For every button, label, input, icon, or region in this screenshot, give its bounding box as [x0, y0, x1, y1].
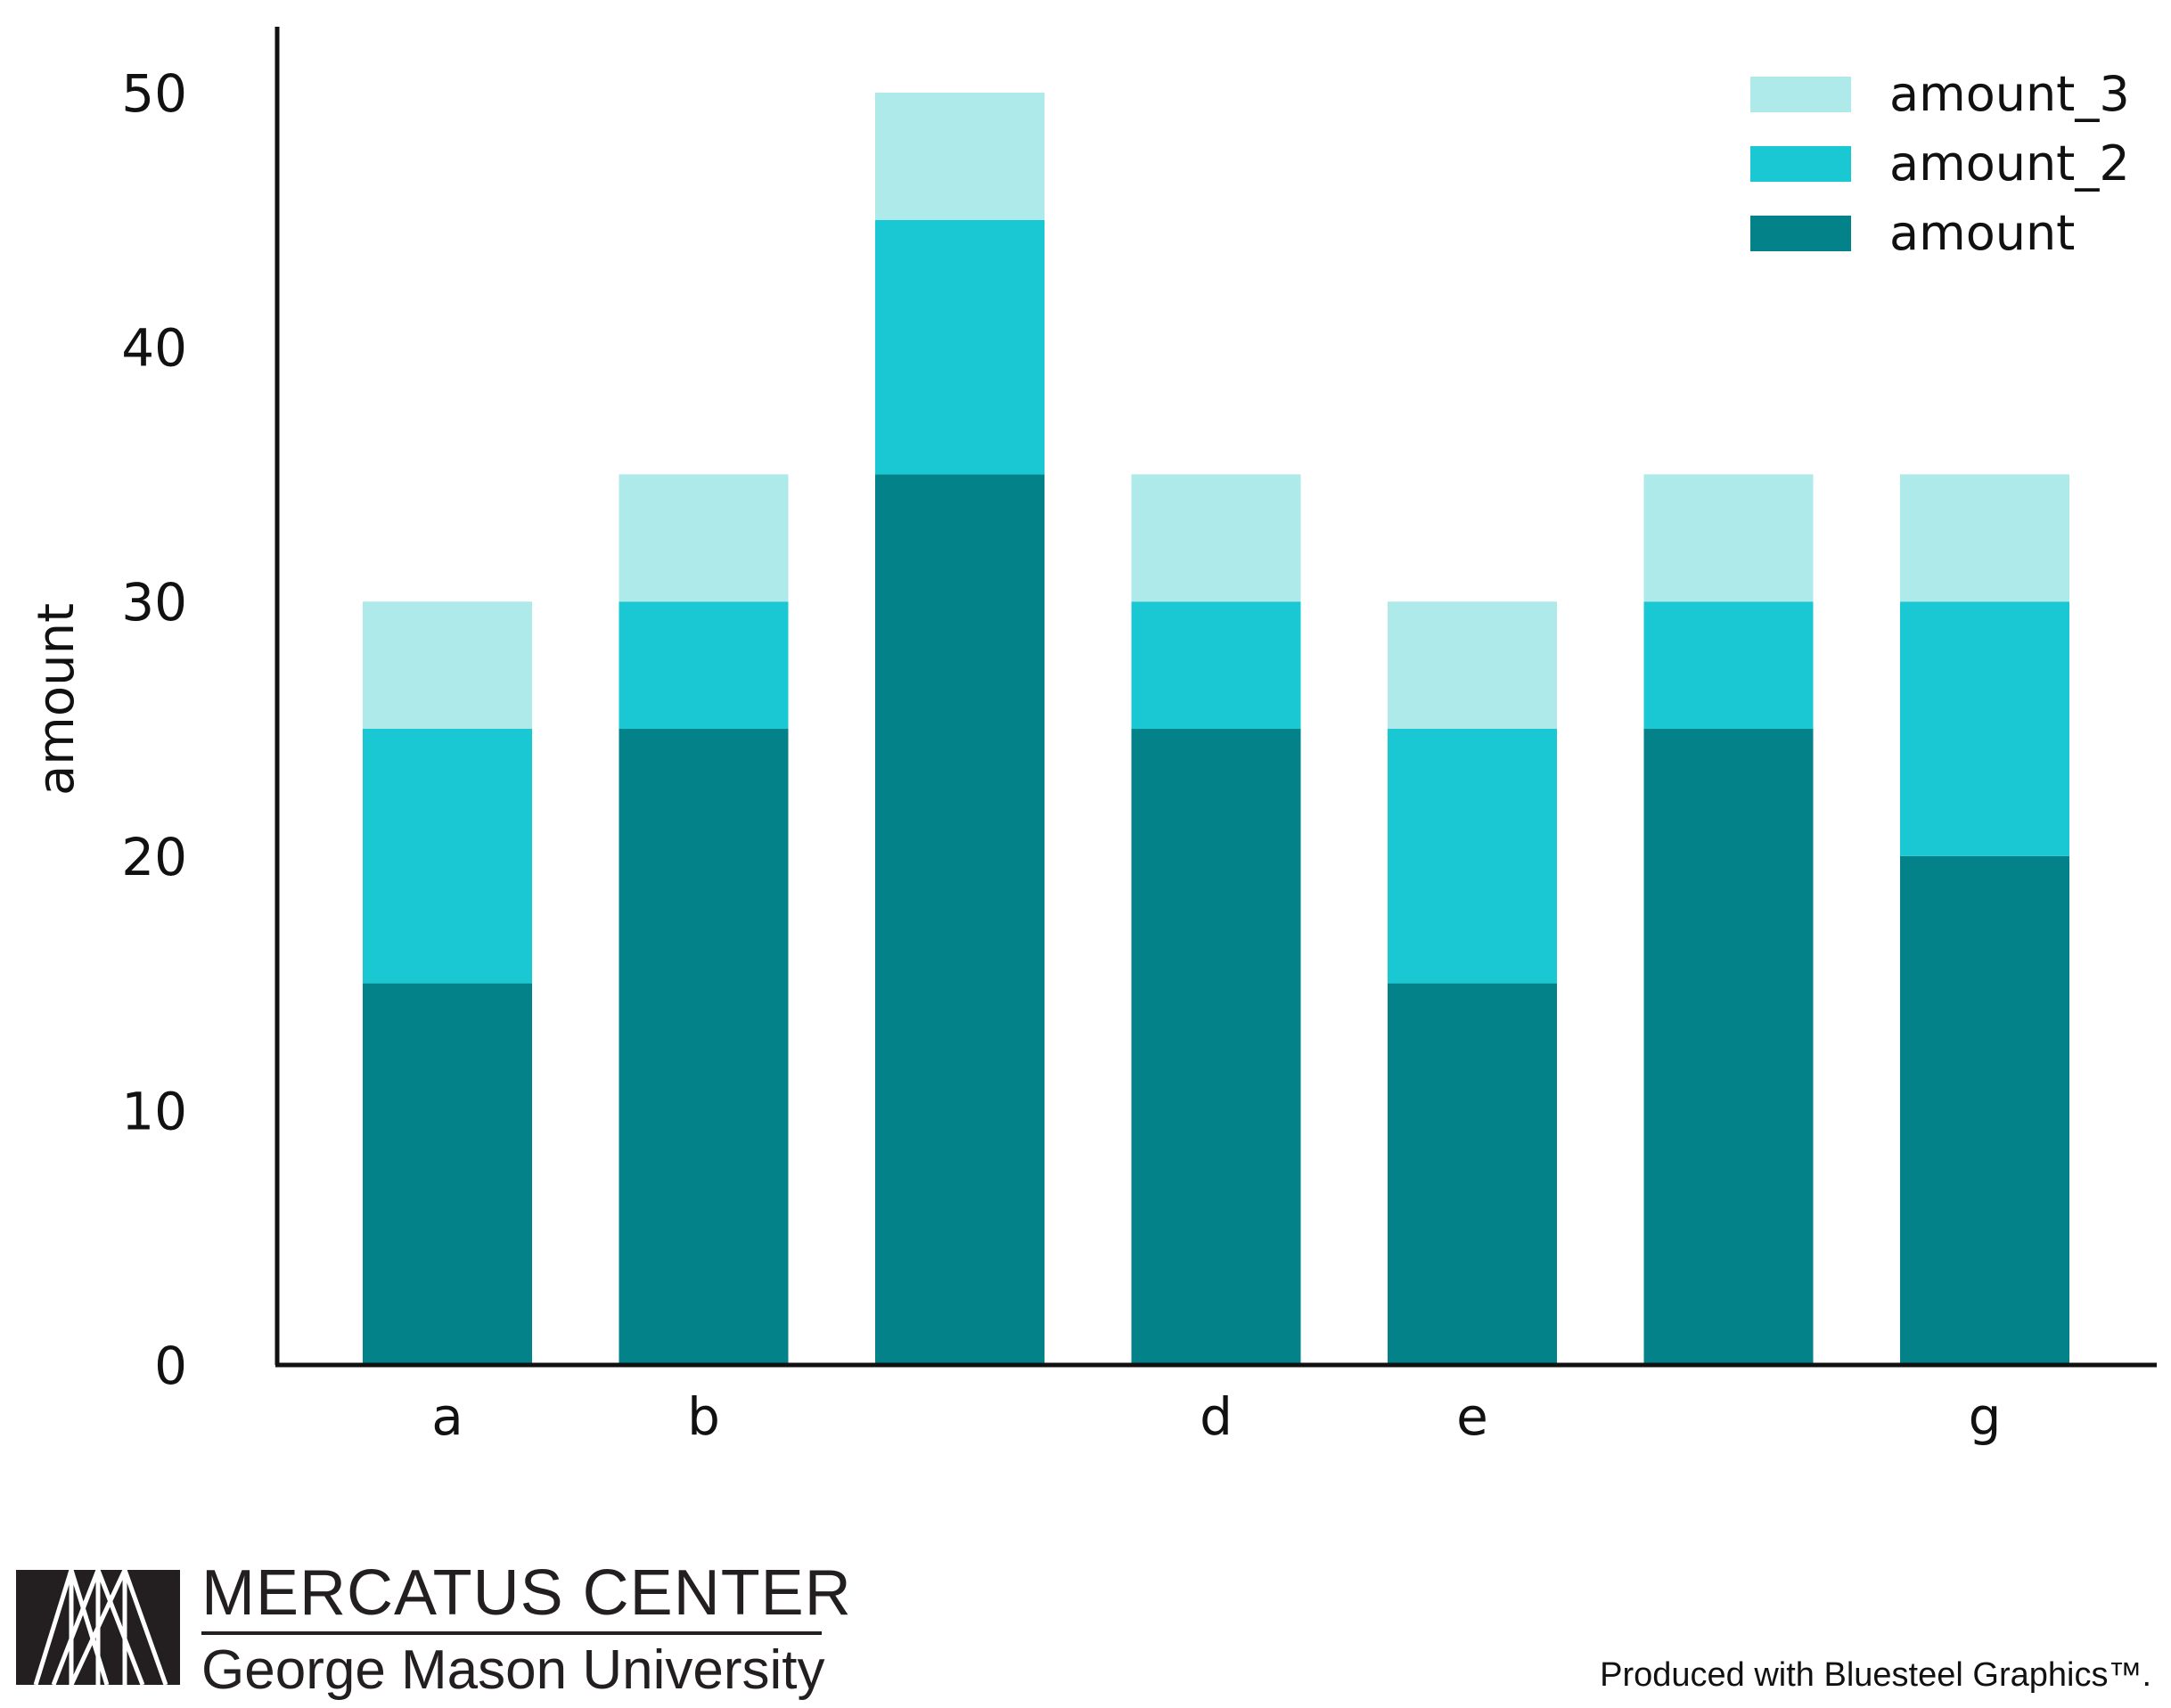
bar-amount_3-e — [1388, 601, 1557, 729]
bar-group — [363, 93, 2069, 1365]
bar-amount_3-d — [1131, 474, 1301, 602]
bar-amount_3-cat2 — [875, 93, 1045, 220]
bar-amount_2-cat5 — [1643, 601, 1814, 729]
x-tick-label: g — [1969, 1386, 2002, 1447]
x-tick-label: a — [431, 1386, 463, 1447]
y-axis-title: amount — [28, 603, 86, 796]
org-name: MERCATUS CENTER — [201, 1557, 852, 1629]
bar-amount-b — [619, 729, 789, 1365]
bar-amount-e — [1388, 983, 1557, 1365]
legend-label-amount: amount — [1889, 205, 2075, 261]
legend-swatch-amount_2 — [1750, 146, 1851, 182]
y-tick-labels: 0 10 20 30 40 50 — [121, 63, 187, 1396]
bar-amount_2-cat2 — [875, 219, 1045, 475]
bar-amount_2-b — [619, 601, 789, 729]
bar-amount_3-b — [619, 474, 789, 602]
legend-label-amount_2: amount_2 — [1889, 135, 2130, 192]
y-tick-label: 50 — [121, 63, 187, 124]
bar-amount_3-a — [363, 601, 532, 729]
y-tick-label: 20 — [121, 827, 187, 887]
legend-label-amount_3: amount_3 — [1889, 66, 2130, 122]
logo-mark-lines — [33, 1568, 168, 1687]
bar-amount_3-cat5 — [1643, 474, 1814, 602]
x-tick-label: d — [1200, 1386, 1233, 1447]
x-tick-label: b — [687, 1386, 720, 1447]
mercatus-logo: MERCATUS CENTER George Mason University — [16, 1557, 852, 1701]
bar-amount-g — [1900, 855, 2069, 1365]
bar-amount_2-g — [1900, 601, 2069, 856]
bar-amount_3-g — [1900, 474, 2069, 602]
bar-amount_2-e — [1388, 729, 1557, 984]
x-tick-label: e — [1456, 1386, 1488, 1447]
y-tick-label: 10 — [121, 1081, 187, 1141]
legend-swatch-amount_3 — [1750, 77, 1851, 112]
university-name: George Mason University — [201, 1639, 825, 1701]
y-tick-label: 30 — [121, 572, 187, 633]
credit-text: Produced with Bluesteel Graphics™. — [1600, 1656, 2151, 1694]
bar-amount-d — [1131, 729, 1301, 1365]
y-tick-label: 0 — [154, 1336, 187, 1396]
bar-amount-a — [363, 983, 532, 1365]
y-tick-label: 40 — [121, 318, 187, 379]
bar-amount-cat5 — [1643, 729, 1814, 1365]
bar-amount-cat2 — [875, 474, 1045, 1365]
bar-amount_2-a — [363, 729, 532, 984]
bar-amount_2-d — [1131, 601, 1301, 729]
legend-swatch-amount — [1750, 216, 1851, 251]
